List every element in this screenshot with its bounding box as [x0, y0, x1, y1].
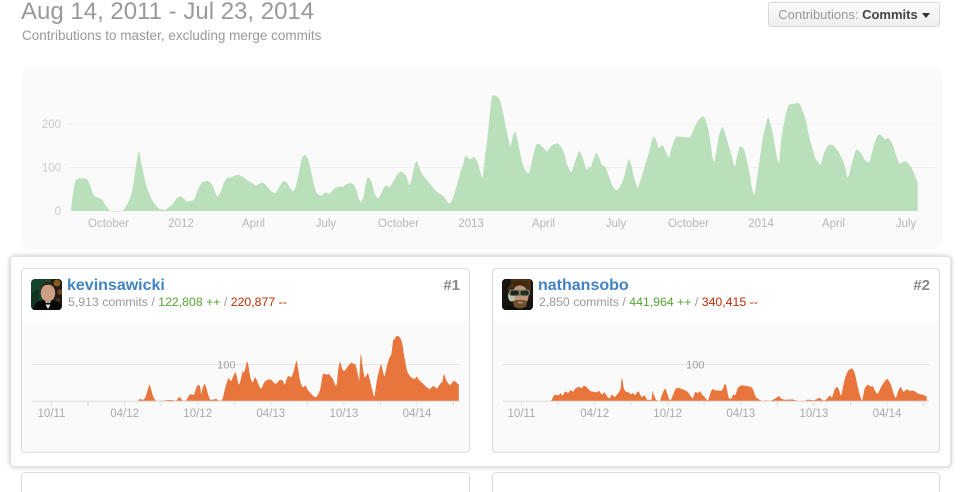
svg-text:10/12: 10/12: [653, 408, 682, 420]
svg-text:0: 0: [55, 206, 61, 218]
svg-text:2013: 2013: [458, 218, 484, 230]
svg-text:July: July: [896, 218, 917, 230]
svg-text:200: 200: [42, 119, 61, 131]
svg-text:10/12: 10/12: [183, 408, 212, 420]
svg-text:10/11: 10/11: [38, 408, 66, 420]
svg-text:10/13: 10/13: [800, 408, 829, 420]
svg-text:04/13: 04/13: [256, 408, 285, 420]
svg-text:April: April: [242, 218, 265, 230]
svg-text:04/12: 04/12: [110, 408, 139, 420]
svg-text:10/11: 10/11: [508, 408, 536, 420]
svg-text:July: July: [316, 218, 337, 230]
svg-text:100: 100: [42, 163, 61, 175]
svg-text:October: October: [378, 218, 419, 230]
svg-text:10/13: 10/13: [330, 408, 359, 420]
svg-text:July: July: [606, 218, 627, 230]
svg-text:April: April: [822, 218, 845, 230]
svg-text:April: April: [532, 218, 555, 230]
svg-text:100: 100: [217, 360, 235, 372]
svg-text:04/14: 04/14: [403, 408, 432, 420]
svg-text:100: 100: [686, 360, 704, 372]
svg-text:October: October: [88, 218, 129, 230]
svg-text:2014: 2014: [748, 218, 774, 230]
svg-text:04/12: 04/12: [580, 408, 609, 420]
svg-text:04/14: 04/14: [873, 408, 902, 420]
svg-text:2012: 2012: [168, 218, 194, 230]
svg-text:October: October: [668, 218, 709, 230]
svg-text:04/13: 04/13: [726, 408, 755, 420]
